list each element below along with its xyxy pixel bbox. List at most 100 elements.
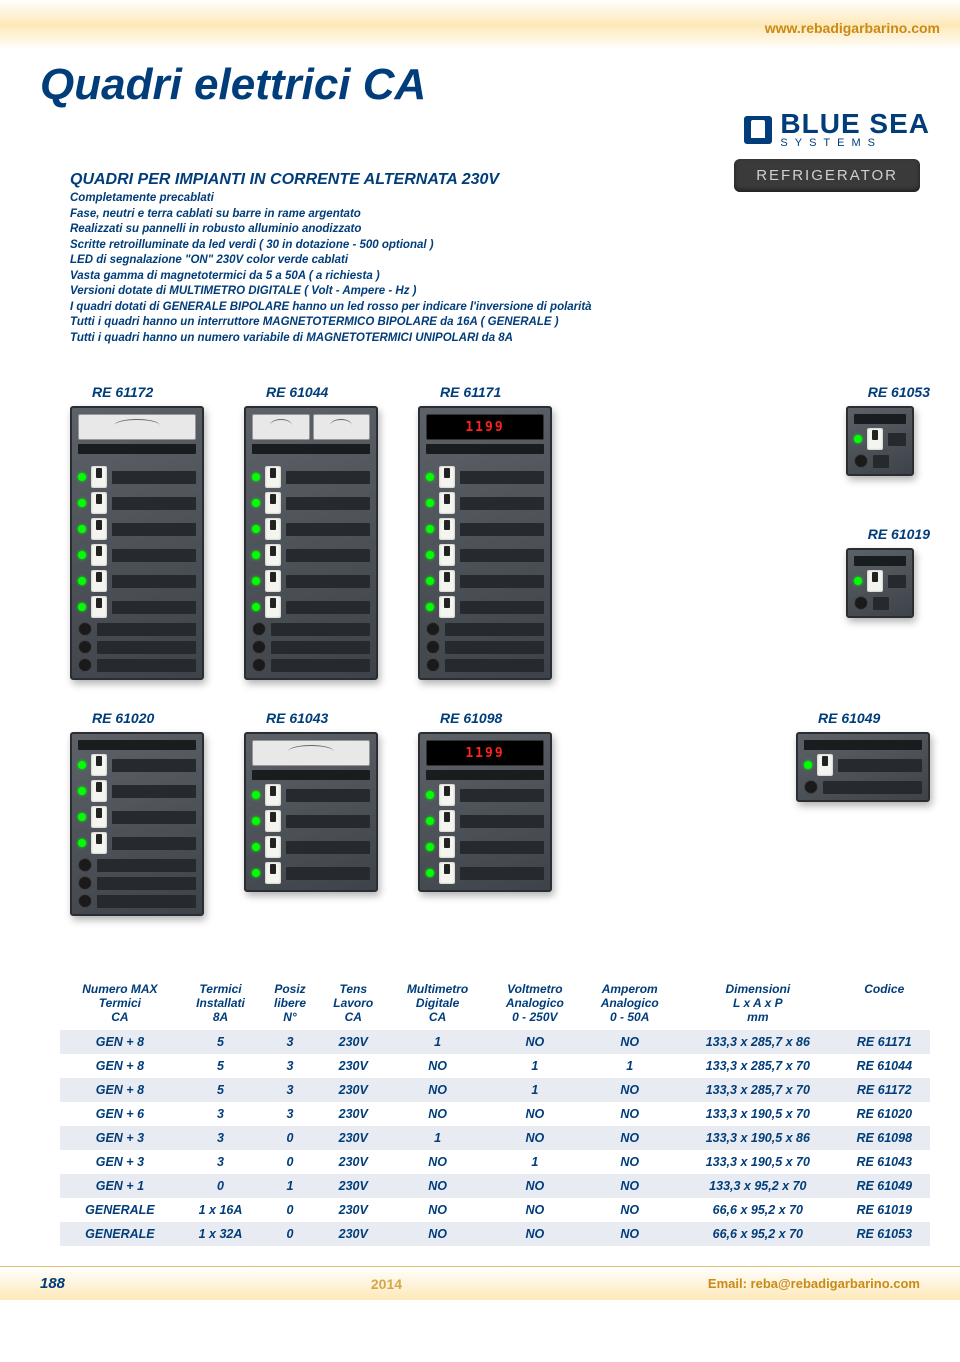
table-cell: GEN + 3 <box>60 1150 180 1174</box>
panel-code: RE 61043 <box>266 710 328 726</box>
table-row: GEN + 853230VNO11133,3 x 285,7 x 70RE 61… <box>60 1054 930 1078</box>
description-list: Completamente precablatiFase, neutri e t… <box>70 191 920 346</box>
table-row: GEN + 101230VNONONO133,3 x 95,2 x 70RE 6… <box>60 1174 930 1198</box>
table-cell: RE 61049 <box>839 1174 931 1198</box>
top-banner: www.rebadigarbarino.com <box>0 0 960 50</box>
page-title: Quadri elettrici CA <box>40 60 920 110</box>
panel-col: RE 61171 1199 <box>418 384 552 680</box>
table-cell: 3 <box>261 1054 319 1078</box>
page-number: 188 <box>40 1275 65 1292</box>
description-line: Tutti i quadri hanno un interruttore MAG… <box>70 315 920 331</box>
table-cell: NO <box>487 1222 582 1246</box>
column-header: TensLavoroCA <box>319 976 388 1030</box>
table-cell: 133,3 x 190,5 x 70 <box>677 1150 838 1174</box>
table-cell: 3 <box>261 1102 319 1126</box>
column-header: MultimetroDigitaleCA <box>388 976 488 1030</box>
refrigerator-badge: REFRIGERATOR <box>734 159 920 192</box>
table-cell: RE 61053 <box>839 1222 931 1246</box>
table-body: GEN + 853230V1NONO133,3 x 285,7 x 86RE 6… <box>60 1030 930 1246</box>
description-line: Realizzati su pannelli in robusto allumi… <box>70 222 920 238</box>
panel <box>70 406 204 680</box>
panel <box>244 406 378 680</box>
panel-code: RE 61172 <box>92 384 153 400</box>
panels-area: RE 61172 RE 61044 <box>0 356 960 916</box>
table-cell: GENERALE <box>60 1198 180 1222</box>
table-row: GEN + 330230VNO1NO133,3 x 190,5 x 70RE 6… <box>60 1150 930 1174</box>
table-row: GENERALE1 x 16A0230VNONONO66,6 x 95,2 x … <box>60 1198 930 1222</box>
table-cell: GEN + 8 <box>60 1078 180 1102</box>
digital-readout: 1199 <box>465 420 504 435</box>
table-cell: 133,3 x 285,7 x 70 <box>677 1054 838 1078</box>
table-cell: 66,6 x 95,2 x 70 <box>677 1198 838 1222</box>
table-cell: 5 <box>180 1030 261 1054</box>
table-cell: NO <box>582 1150 677 1174</box>
table-cell: 5 <box>180 1078 261 1102</box>
header-url: www.rebadigarbarino.com <box>765 20 940 36</box>
panel-code: RE 61049 <box>818 710 880 726</box>
content-block: REFRIGERATOR QUADRI PER IMPIANTI IN CORR… <box>0 159 960 356</box>
panel-row-1: RE 61172 RE 61044 <box>70 384 930 680</box>
panel <box>244 732 378 892</box>
table-cell: 1 <box>487 1054 582 1078</box>
dual-meter <box>252 414 370 440</box>
table-cell: NO <box>582 1126 677 1150</box>
table-cell: NO <box>582 1198 677 1222</box>
brand-logo: BLUE SEA SYSTEMS <box>744 110 930 149</box>
table-cell: 66,6 x 95,2 x 70 <box>677 1222 838 1246</box>
table-cell: GEN + 3 <box>60 1126 180 1150</box>
page-footer: 188 2014 Email: reba@rebadigarbarino.com <box>0 1266 960 1300</box>
table-cell: 230V <box>319 1078 388 1102</box>
side-column: RE 61053 RE 61019 <box>846 384 930 618</box>
table-cell: 3 <box>261 1030 319 1054</box>
fuse-icon <box>78 622 92 636</box>
column-header: Numero MAXTermiciCA <box>60 976 180 1030</box>
spec-table-wrap: Numero MAXTermiciCATermiciInstallati8APo… <box>0 946 960 1266</box>
table-cell: NO <box>487 1198 582 1222</box>
table-cell: 133,3 x 190,5 x 86 <box>677 1126 838 1150</box>
description-line: I quadri dotati di GENERALE BIPOLARE han… <box>70 300 920 316</box>
table-cell: NO <box>487 1126 582 1150</box>
table-cell: 3 <box>180 1102 261 1126</box>
table-cell: NO <box>388 1102 488 1126</box>
table-cell: 0 <box>261 1198 319 1222</box>
table-cell: NO <box>582 1222 677 1246</box>
digital-readout: 1199 <box>465 746 504 761</box>
column-header: VoltmetroAnalogico0 - 250V <box>487 976 582 1030</box>
column-header: AmperomAnalogico0 - 50A <box>582 976 677 1030</box>
table-cell: 133,3 x 285,7 x 86 <box>677 1030 838 1054</box>
column-header: TermiciInstallati8A <box>180 976 261 1030</box>
panel-code: RE 61171 <box>440 384 501 400</box>
table-cell: 0 <box>261 1222 319 1246</box>
brand-main: BLUE SEA <box>780 110 930 138</box>
table-cell: NO <box>582 1078 677 1102</box>
table-cell: RE 61172 <box>839 1078 931 1102</box>
table-cell: 1 <box>487 1078 582 1102</box>
brand-row: BLUE SEA SYSTEMS <box>0 110 960 159</box>
table-cell: RE 61019 <box>839 1198 931 1222</box>
table-cell: 1 <box>582 1054 677 1078</box>
table-cell: NO <box>487 1174 582 1198</box>
description-line: Scritte retroilluminate da led verdi ( 3… <box>70 238 920 254</box>
header: Quadri elettrici CA <box>0 50 960 110</box>
panel-small <box>846 548 914 618</box>
analog-meter <box>78 414 196 440</box>
table-cell: GEN + 1 <box>60 1174 180 1198</box>
panel <box>796 732 930 802</box>
description-line: Vasta gamma di magnetotermici da 5 a 50A… <box>70 269 920 285</box>
table-cell: 1 <box>388 1030 488 1054</box>
table-cell: RE 61171 <box>839 1030 931 1054</box>
table-cell: NO <box>388 1198 488 1222</box>
table-head-row: Numero MAXTermiciCATermiciInstallati8APo… <box>60 976 930 1030</box>
table-cell: NO <box>388 1054 488 1078</box>
panel-code: RE 61020 <box>92 710 154 726</box>
panel-code: RE 61044 <box>266 384 328 400</box>
table-cell: NO <box>487 1030 582 1054</box>
table-cell: 230V <box>319 1126 388 1150</box>
table-cell: 230V <box>319 1030 388 1054</box>
panel-small <box>846 406 914 476</box>
footer-year: 2014 <box>371 1276 402 1292</box>
description-line: Tutti i quadri hanno un numero variabile… <box>70 331 920 347</box>
table-cell: 1 x 16A <box>180 1198 261 1222</box>
description-line: Fase, neutri e terra cablati su barre in… <box>70 207 920 223</box>
table-cell: RE 61020 <box>839 1102 931 1126</box>
